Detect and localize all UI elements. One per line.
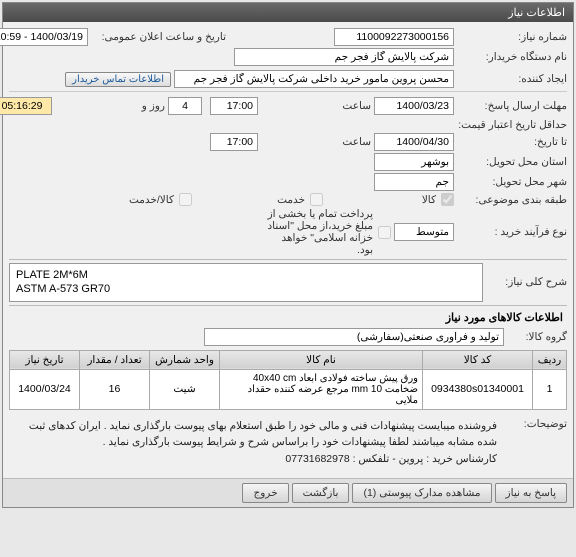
table-row: 1 0934380s01340001 ورق پیش ساخته فولادی … bbox=[10, 369, 567, 409]
cat-goods-service-check bbox=[179, 193, 192, 206]
th-qty: تعداد / مقدار bbox=[80, 350, 150, 369]
cat-goods-check bbox=[441, 193, 454, 206]
items-header: اطلاعات کالاهای مورد نیاز bbox=[9, 309, 567, 326]
items-table: ردیف کد کالا نام کالا واحد شمارش تعداد /… bbox=[9, 350, 567, 410]
to-date-label: تا تاریخ: bbox=[457, 136, 567, 148]
desc-title-label: شرح کلی نیاز: bbox=[487, 276, 567, 288]
hms-remain-field bbox=[0, 97, 52, 115]
td-date: 1400/03/24 bbox=[10, 369, 80, 409]
desc-line2: ASTM A-573 GR70 bbox=[16, 282, 476, 296]
pay-note: پرداخت تمام یا بخشی از مبلغ خرید،از محل … bbox=[263, 208, 373, 256]
explain-text: فروشنده میبایست پیشنهادات فنی و مالی خود… bbox=[15, 418, 497, 452]
buyer-org-label: نام دستگاه خریدار: bbox=[457, 51, 567, 63]
th-row: ردیف bbox=[533, 350, 567, 369]
td-code: 0934380s01340001 bbox=[423, 369, 533, 409]
deadline-date-field bbox=[374, 97, 454, 115]
days-label: روز و bbox=[55, 100, 165, 112]
treasury-check bbox=[378, 226, 391, 239]
attachments-button[interactable]: مشاهده مدارک پیوستی (1) bbox=[352, 483, 491, 503]
req-no-label: شماره نیاز: bbox=[457, 31, 567, 43]
proc-type-field bbox=[394, 223, 454, 241]
group-label: گروه کالا: bbox=[507, 331, 567, 343]
req-no-field bbox=[334, 28, 454, 46]
province-label: استان محل تحویل: bbox=[457, 156, 567, 168]
days-remain-field bbox=[168, 97, 202, 115]
time-label-1: ساعت bbox=[261, 100, 371, 112]
proc-type-label: نوع فرآیند خرید : bbox=[457, 226, 567, 238]
validity-time-field bbox=[210, 133, 258, 151]
buyer-org-field bbox=[234, 48, 454, 66]
desc-line1: PLATE 2M*6M bbox=[16, 268, 476, 282]
td-unit: شیت bbox=[150, 369, 220, 409]
th-unit: واحد شمارش bbox=[150, 350, 220, 369]
th-code: کد کالا bbox=[423, 350, 533, 369]
explain-label: توضیحات: bbox=[507, 414, 567, 430]
back-button[interactable]: بازگشت bbox=[292, 483, 350, 503]
td-name: ورق پیش ساخته فولادی ابعاد 40x40 cm ضخام… bbox=[220, 369, 423, 409]
province-field bbox=[374, 153, 454, 171]
buyer-contact-button[interactable]: اطلاعات تماس خریدار bbox=[65, 72, 171, 87]
pub-date-label: تاریخ و ساعت اعلان عمومی: bbox=[91, 31, 226, 43]
cat-service-check bbox=[310, 193, 323, 206]
creator-label: ایجاد کننده: bbox=[457, 73, 567, 85]
th-date: تاریخ نیاز bbox=[10, 350, 80, 369]
panel-title: اطلاعات نیاز bbox=[3, 3, 573, 22]
category-label: طبقه بندی موضوعی: bbox=[457, 194, 567, 206]
deadline-label: مهلت ارسال پاسخ: bbox=[457, 100, 567, 112]
exit-button[interactable]: خروج bbox=[242, 483, 288, 503]
explain-contact: کارشناس خرید : پروین - تلفکس : 077316829… bbox=[15, 451, 497, 468]
cat-goods-service-label: کالا/خدمت bbox=[64, 194, 174, 206]
creator-field bbox=[174, 70, 454, 88]
group-field bbox=[204, 328, 504, 346]
deadline-time-field bbox=[210, 97, 258, 115]
city-field bbox=[374, 173, 454, 191]
city-label: شهر محل تحویل: bbox=[457, 176, 567, 188]
validity-label: حداقل تاریخ اعتبار قیمت: bbox=[457, 119, 567, 131]
td-qty: 16 bbox=[80, 369, 150, 409]
pub-date-field bbox=[0, 28, 88, 46]
cat-goods-label: کالا bbox=[326, 194, 436, 206]
cat-service-label: خدمت bbox=[195, 194, 305, 206]
th-name: نام کالا bbox=[220, 350, 423, 369]
time-label-2: ساعت bbox=[261, 136, 371, 148]
td-row: 1 bbox=[533, 369, 567, 409]
answer-button[interactable]: پاسخ به نیاز bbox=[495, 483, 567, 503]
validity-date-field bbox=[374, 133, 454, 151]
